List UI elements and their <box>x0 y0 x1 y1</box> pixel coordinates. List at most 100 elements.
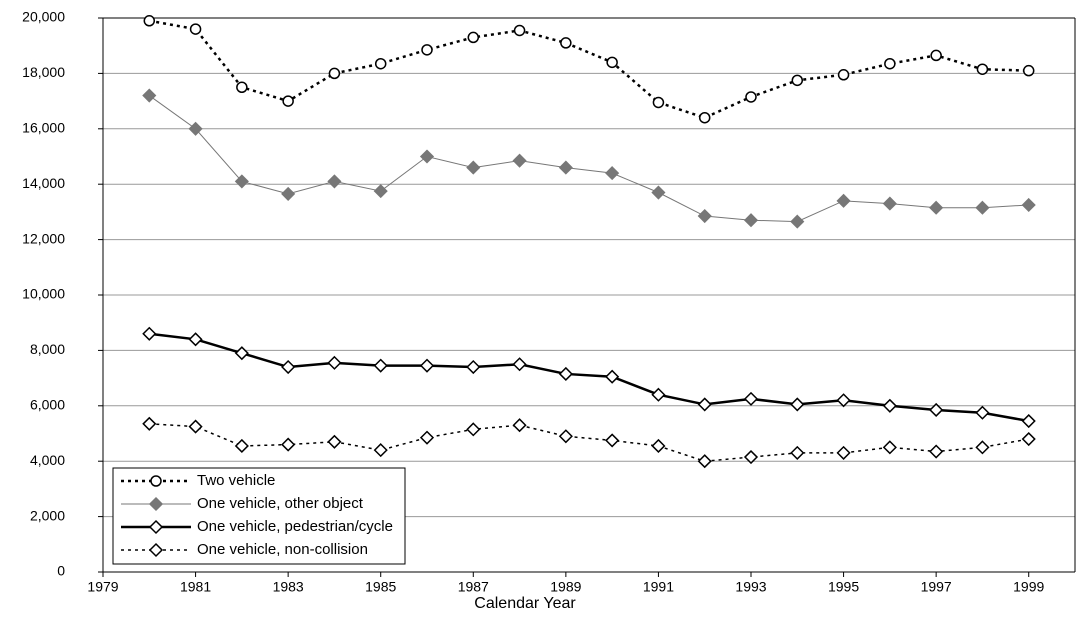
y-tick-label: 12,000 <box>22 230 65 246</box>
legend-label: Two vehicle <box>197 472 275 489</box>
point <box>560 37 572 49</box>
point <box>651 185 666 200</box>
y-tick-label: 8,000 <box>30 341 65 357</box>
x-tick-label: 1983 <box>273 579 304 595</box>
point <box>882 398 897 413</box>
point <box>558 429 573 444</box>
point <box>882 440 897 455</box>
x-tick-label: 1997 <box>921 579 952 595</box>
point <box>605 166 620 181</box>
point <box>558 366 573 382</box>
point <box>790 214 805 229</box>
series-line <box>148 95 1029 223</box>
x-tick-label: 1985 <box>365 579 396 595</box>
y-tick-label: 16,000 <box>22 120 65 136</box>
series-line <box>149 19 1029 120</box>
point <box>929 444 944 459</box>
point <box>791 74 804 87</box>
point <box>282 95 294 107</box>
point <box>651 387 666 402</box>
x-axis-label: Calendar Year <box>474 595 576 612</box>
legend-box <box>112 467 406 565</box>
point <box>327 174 342 189</box>
point <box>189 23 202 35</box>
point <box>234 346 249 361</box>
point <box>790 445 805 460</box>
point <box>652 96 665 109</box>
point <box>373 184 388 199</box>
point <box>698 111 711 124</box>
point <box>143 15 156 27</box>
point <box>328 67 341 80</box>
x-tick-label: 1999 <box>1013 579 1044 595</box>
legend-marker <box>150 475 162 487</box>
point <box>373 443 388 458</box>
x-tick-label: 1993 <box>735 579 766 595</box>
y-tick-label: 0 <box>57 563 65 579</box>
point <box>234 174 249 189</box>
y-tick-label: 2,000 <box>30 507 65 523</box>
point <box>142 326 157 341</box>
point <box>836 393 851 408</box>
point <box>467 31 480 44</box>
point <box>836 193 851 208</box>
point <box>512 357 527 372</box>
point <box>512 153 527 168</box>
legend-marker <box>148 542 164 558</box>
point <box>142 416 157 431</box>
legend-marker <box>148 496 164 512</box>
point <box>1021 431 1036 447</box>
x-tick-label: 1979 <box>87 579 118 595</box>
legend-label: One vehicle, pedestrian/cycle <box>197 518 393 535</box>
y-tick-label: 4,000 <box>30 452 65 468</box>
point <box>975 200 990 215</box>
legend-label: One vehicle, non-collision <box>197 541 368 558</box>
point <box>188 419 203 434</box>
point <box>976 63 989 75</box>
point <box>836 445 851 460</box>
point <box>419 430 435 445</box>
point <box>466 422 481 437</box>
point <box>837 69 850 81</box>
point <box>930 49 942 62</box>
point <box>743 213 759 228</box>
point <box>421 44 433 56</box>
point <box>188 332 203 347</box>
point <box>419 358 435 373</box>
point <box>697 397 712 412</box>
point <box>743 391 759 406</box>
point <box>374 57 387 70</box>
point <box>975 405 990 420</box>
point <box>697 208 712 224</box>
x-tick-label: 1987 <box>458 579 489 595</box>
x-tick-label: 1989 <box>550 579 581 595</box>
point <box>466 160 481 175</box>
point <box>236 81 248 93</box>
y-tick-label: 6,000 <box>30 397 65 413</box>
point <box>790 397 805 412</box>
point <box>884 57 896 70</box>
x-tick-label: 1981 <box>180 579 211 595</box>
point <box>188 121 203 136</box>
point <box>605 369 620 384</box>
x-tick-label: 1991 <box>643 579 674 595</box>
point <box>327 355 342 370</box>
point <box>281 186 296 201</box>
point <box>745 91 757 103</box>
point <box>1022 64 1035 77</box>
y-tick-label: 18,000 <box>22 64 65 80</box>
y-tick-label: 20,000 <box>22 9 65 25</box>
point <box>373 358 388 373</box>
point <box>882 196 897 211</box>
legend-label: One vehicle, other object <box>197 495 364 512</box>
y-tick-label: 14,000 <box>22 175 65 191</box>
point <box>466 359 481 375</box>
point <box>1021 197 1036 213</box>
point <box>419 149 435 164</box>
point <box>142 88 157 103</box>
point <box>975 440 990 455</box>
y-tick-label: 10,000 <box>22 286 65 302</box>
point <box>327 434 342 449</box>
point <box>929 200 944 215</box>
